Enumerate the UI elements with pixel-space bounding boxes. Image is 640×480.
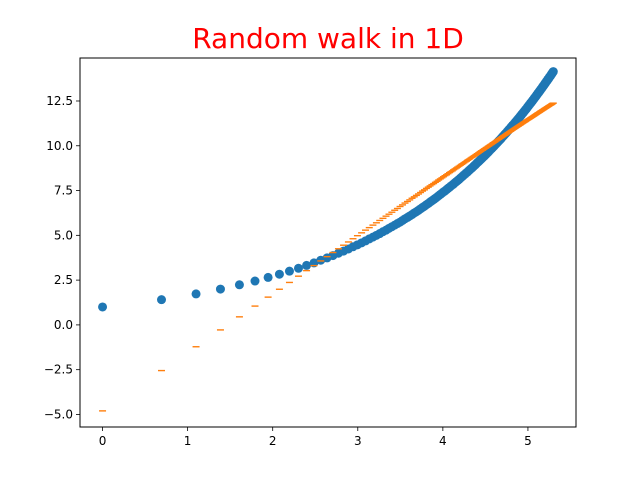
y-tick-label: −2.5 xyxy=(44,363,73,377)
data-point xyxy=(250,276,260,286)
series-layer xyxy=(98,67,558,412)
y-tick-label: 10.0 xyxy=(46,139,73,153)
data-point xyxy=(98,302,108,312)
x-tick-label: 2 xyxy=(269,434,277,448)
y-tick-label: 0.0 xyxy=(54,318,73,332)
data-point xyxy=(191,289,201,299)
data-point xyxy=(284,266,294,276)
y-tick-label: 12.5 xyxy=(46,94,73,108)
series-1 xyxy=(99,102,557,412)
chart-title: Random walk in 1D xyxy=(192,22,464,55)
y-tick-label: −5.0 xyxy=(44,407,73,421)
plot-area: 0 1 2 3 4 5 −5.0 −2.5 0.0 2.5 5.0 7.5 10.0 12.5 xyxy=(44,57,577,448)
axes-frame xyxy=(79,57,577,428)
x-tick-label: 5 xyxy=(524,434,532,448)
data-point xyxy=(263,272,273,282)
data-point xyxy=(293,263,303,273)
data-point xyxy=(215,284,225,294)
y-tick-label: 5.0 xyxy=(54,228,73,242)
data-point xyxy=(157,295,166,305)
x-tick-label: 0 xyxy=(99,434,107,448)
x-axis: 0 1 2 3 4 5 xyxy=(99,427,532,448)
x-tick-label: 4 xyxy=(439,434,447,448)
x-tick-label: 3 xyxy=(354,434,362,448)
y-axis: −5.0 −2.5 0.0 2.5 5.0 7.5 10.0 12.5 xyxy=(44,94,80,421)
x-tick-label: 1 xyxy=(184,434,192,448)
y-tick-label: 2.5 xyxy=(54,273,73,287)
data-point xyxy=(274,269,284,279)
data-point xyxy=(302,260,312,270)
y-tick-label: 7.5 xyxy=(54,184,73,198)
data-point xyxy=(548,67,558,77)
data-point xyxy=(234,280,244,290)
